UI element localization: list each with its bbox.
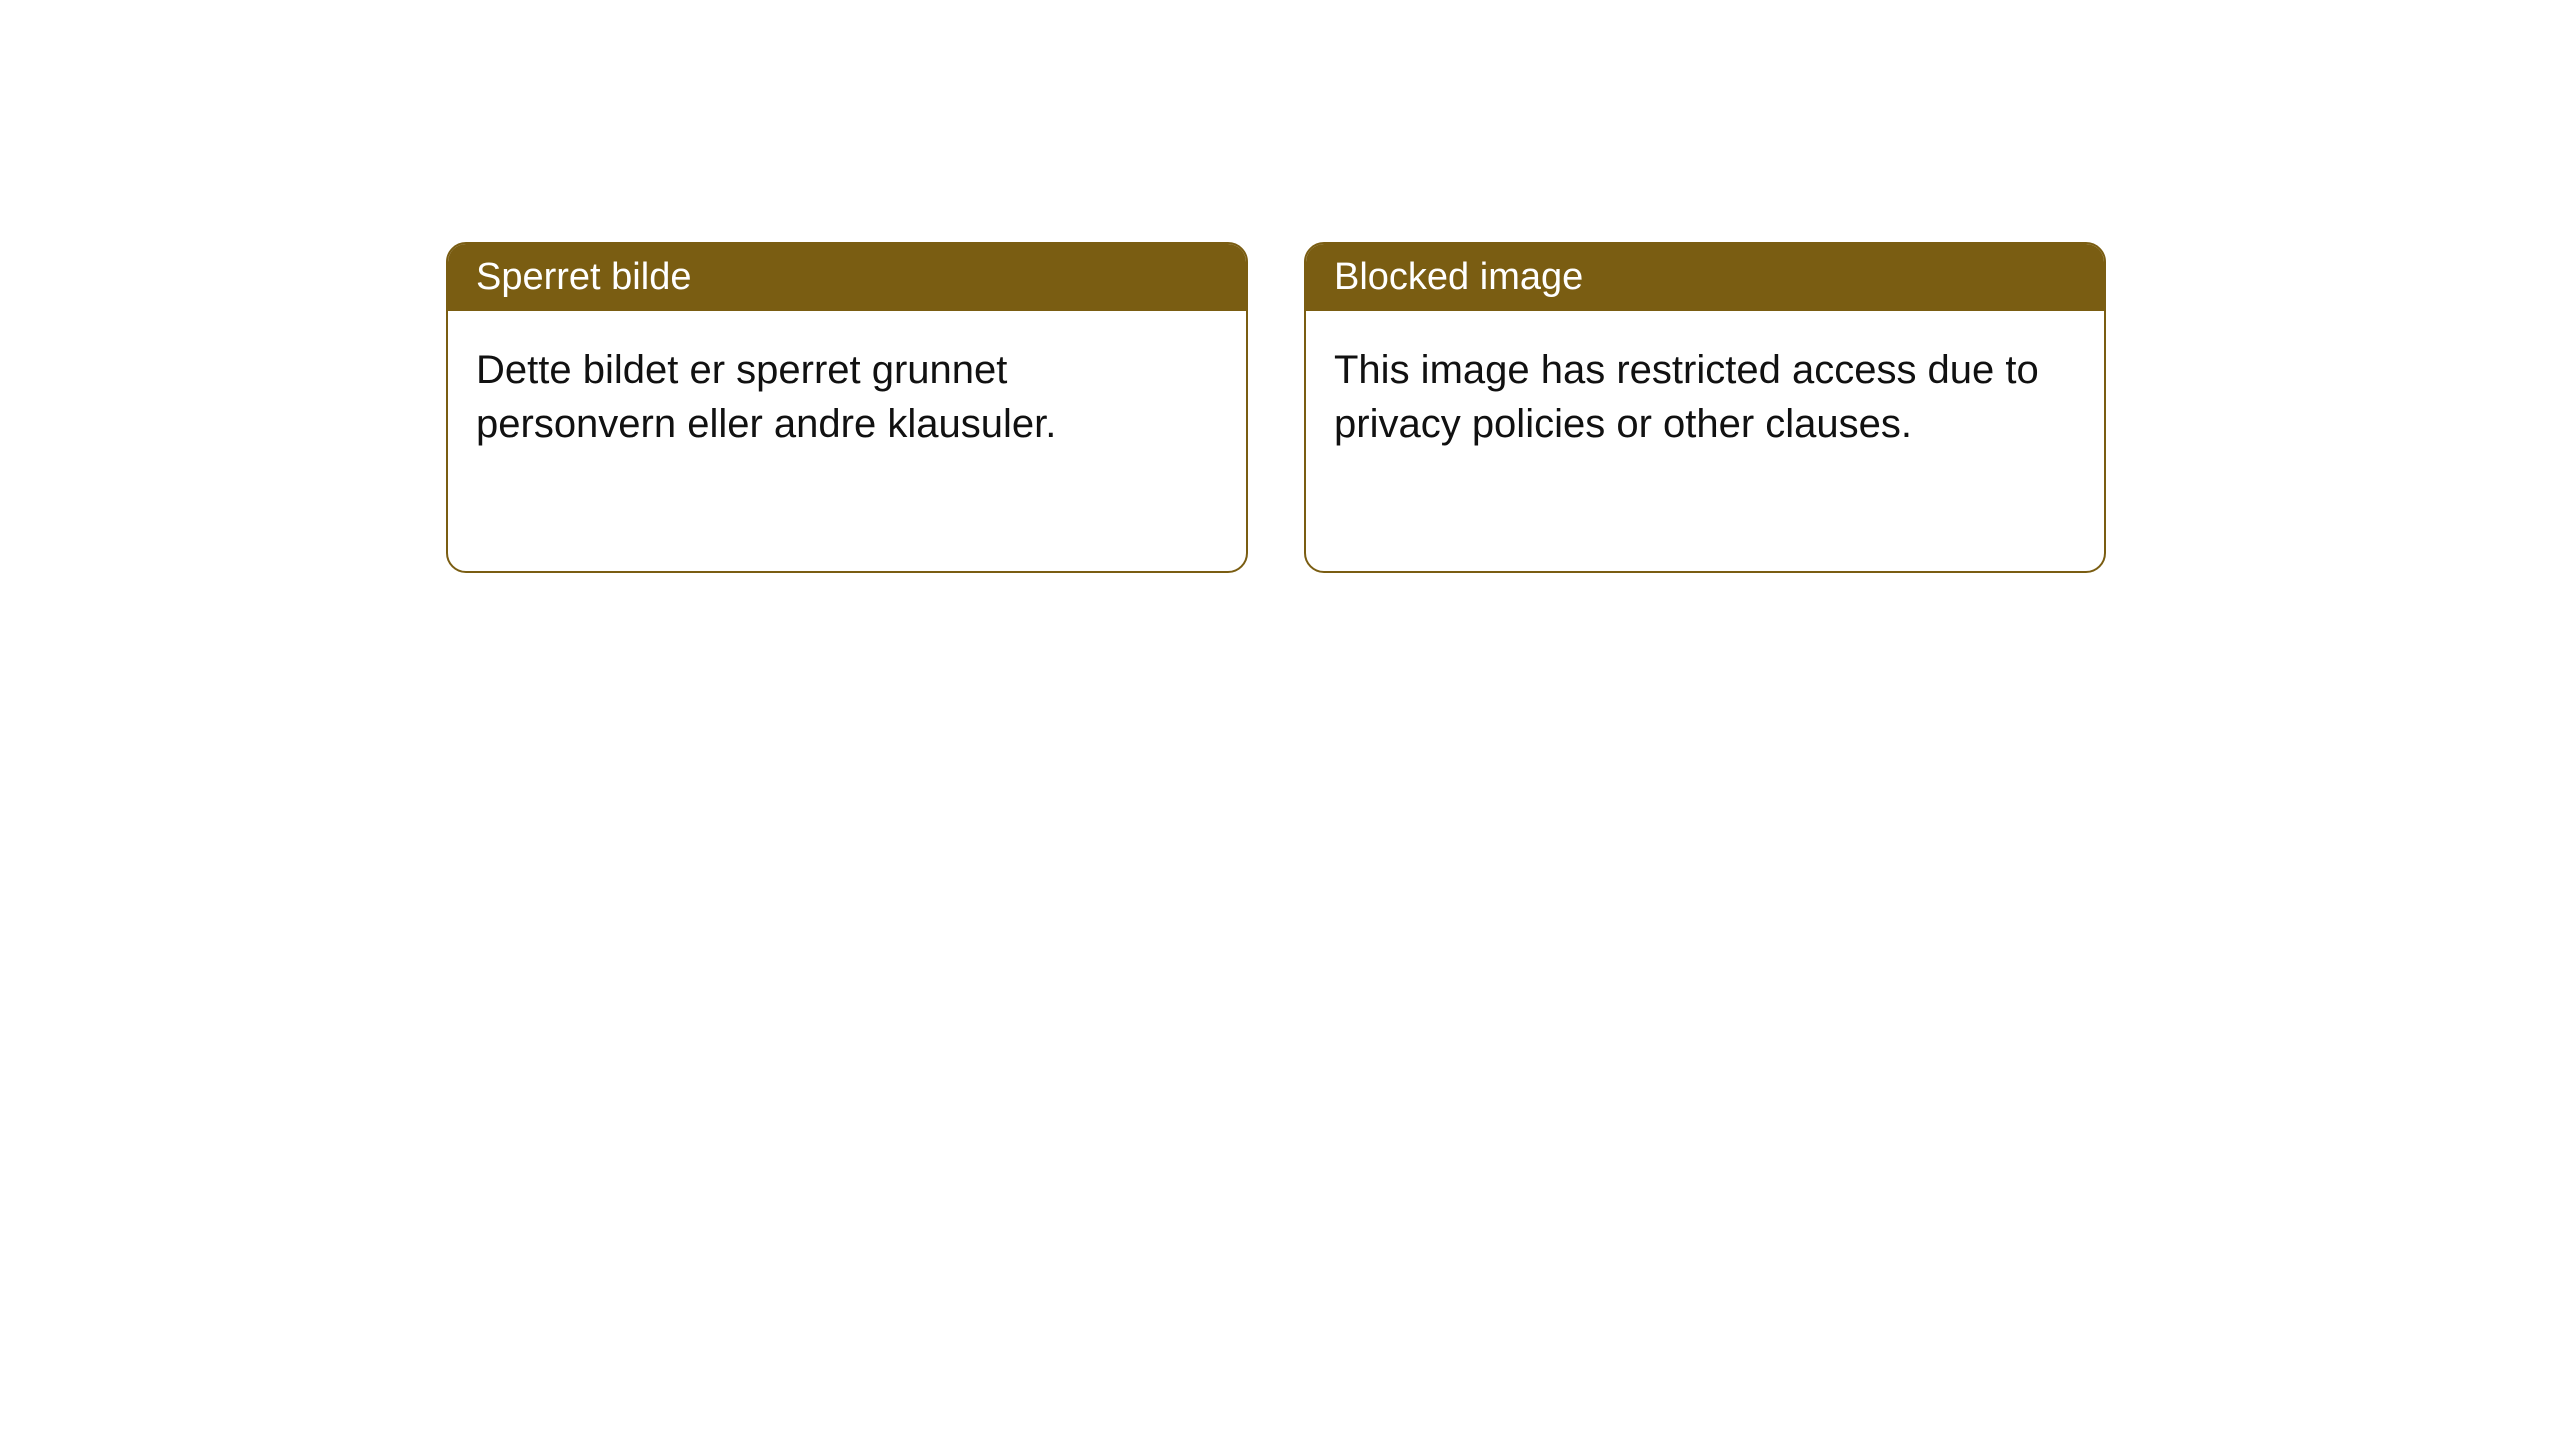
- notice-card-english: Blocked image This image has restricted …: [1304, 242, 2106, 573]
- notice-card-title: Blocked image: [1334, 256, 1583, 298]
- notice-container: Sperret bilde Dette bildet er sperret gr…: [446, 242, 2106, 573]
- notice-card-text: Dette bildet er sperret grunnet personve…: [476, 348, 1056, 446]
- notice-card-title: Sperret bilde: [476, 256, 691, 298]
- notice-card-header: Sperret bilde: [448, 244, 1246, 311]
- notice-card-norwegian: Sperret bilde Dette bildet er sperret gr…: [446, 242, 1248, 573]
- notice-card-body: This image has restricted access due to …: [1306, 311, 2104, 571]
- notice-card-body: Dette bildet er sperret grunnet personve…: [448, 311, 1246, 571]
- notice-card-text: This image has restricted access due to …: [1334, 348, 2039, 446]
- notice-card-header: Blocked image: [1306, 244, 2104, 311]
